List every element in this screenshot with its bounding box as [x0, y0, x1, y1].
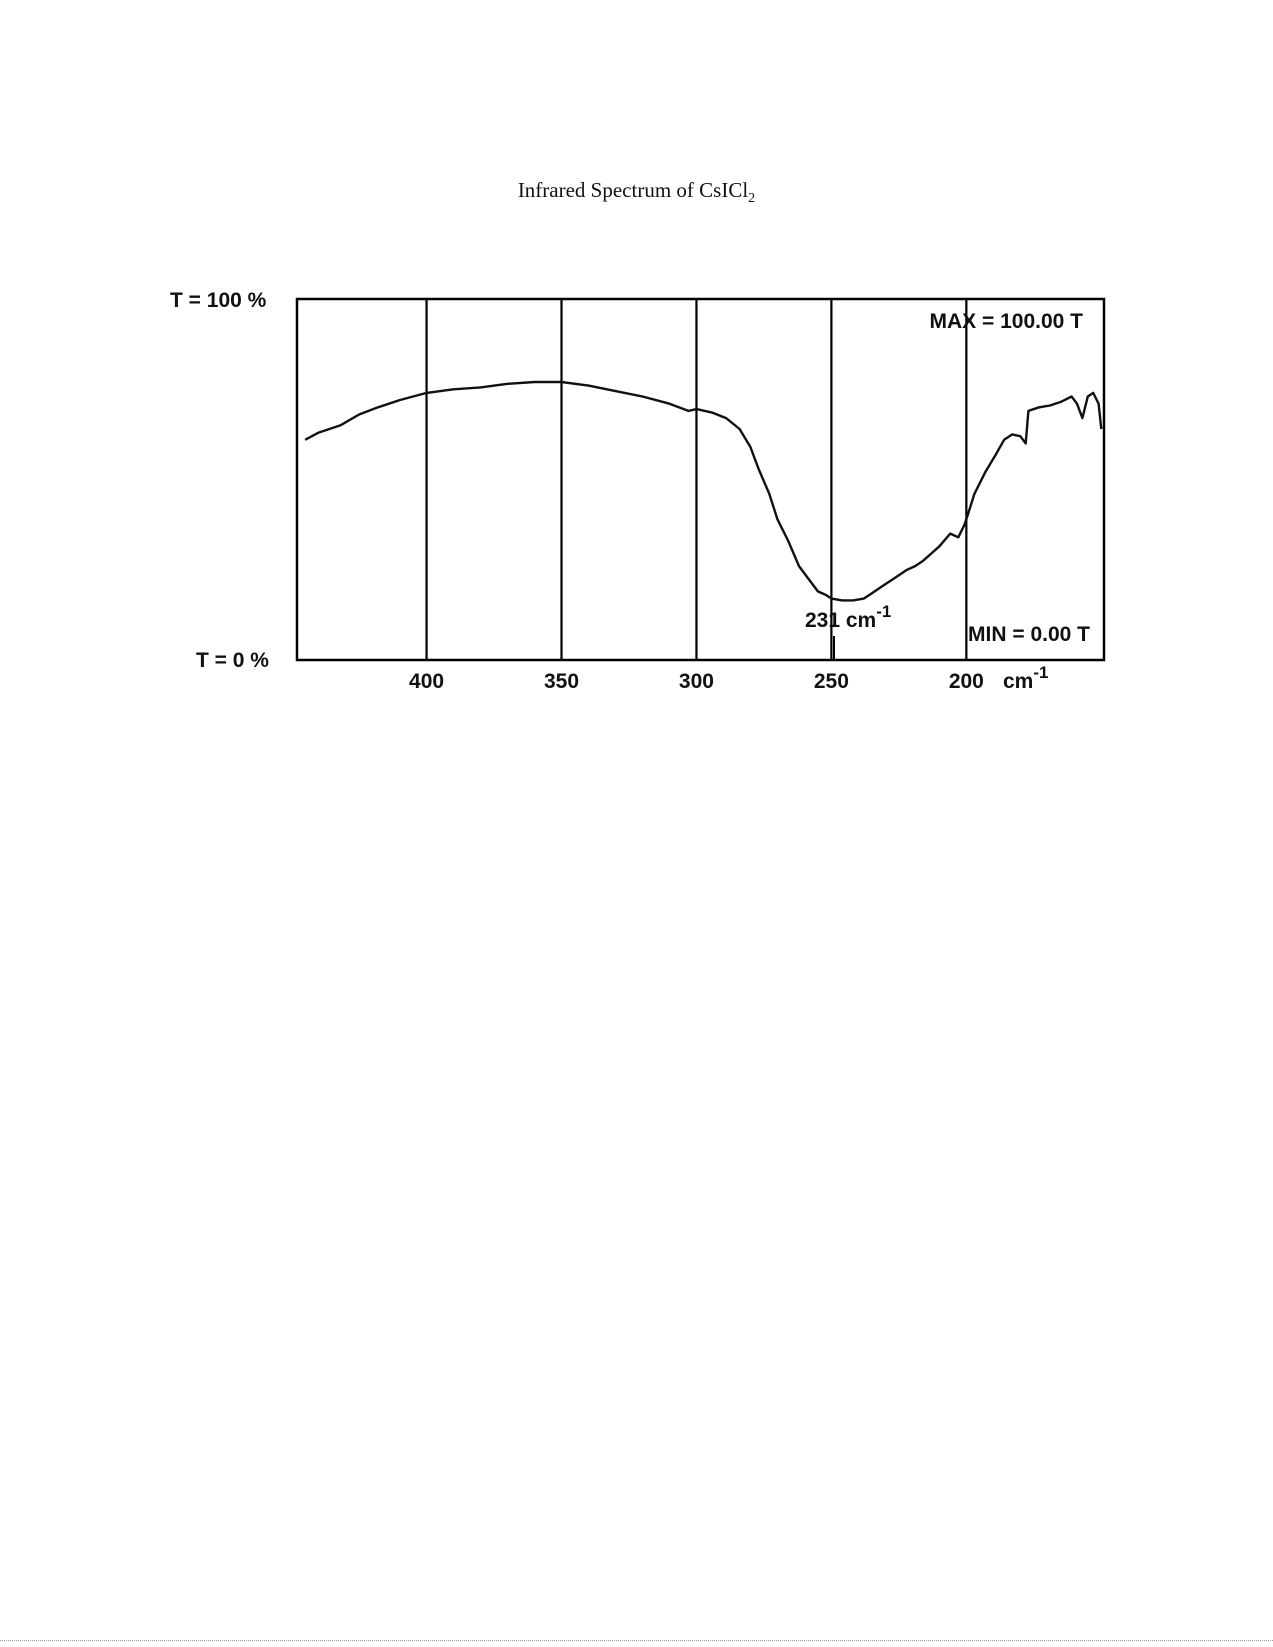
min-annotation: MIN = 0.00 T	[968, 623, 1090, 646]
y-label-top: T = 100 %	[170, 289, 267, 312]
x-tick-labels: 400 350 300 250 200	[409, 670, 984, 693]
x-tick-label-350: 350	[544, 670, 579, 693]
title-subscript: 2	[748, 191, 756, 207]
peak-annotation: 231 cm-1	[805, 602, 891, 632]
y-label-bottom: T = 0 %	[196, 649, 269, 672]
ir-spectrum-chart: T = 100 % T = 0 % 400 350 300 250 200 cm-1 M…	[170, 289, 1106, 693]
x-unit-label: cm-1	[1003, 663, 1048, 693]
plot-frame	[295, 297, 1106, 662]
grid-lines	[425, 299, 968, 660]
x-tick-label-400: 400	[409, 670, 444, 693]
x-tick-label-250: 250	[814, 670, 849, 693]
title-main: Infrared Spectrum of CsICl	[517, 178, 749, 202]
page-bottom-edge	[0, 1640, 1273, 1641]
max-annotation: MAX = 100.00 T	[930, 310, 1084, 333]
spectrum-line	[304, 380, 1103, 602]
x-tick-label-200: 200	[949, 670, 984, 693]
page-title: Infrared Spectrum of CsICl2	[0, 178, 1273, 207]
x-tick-label-300: 300	[679, 670, 714, 693]
